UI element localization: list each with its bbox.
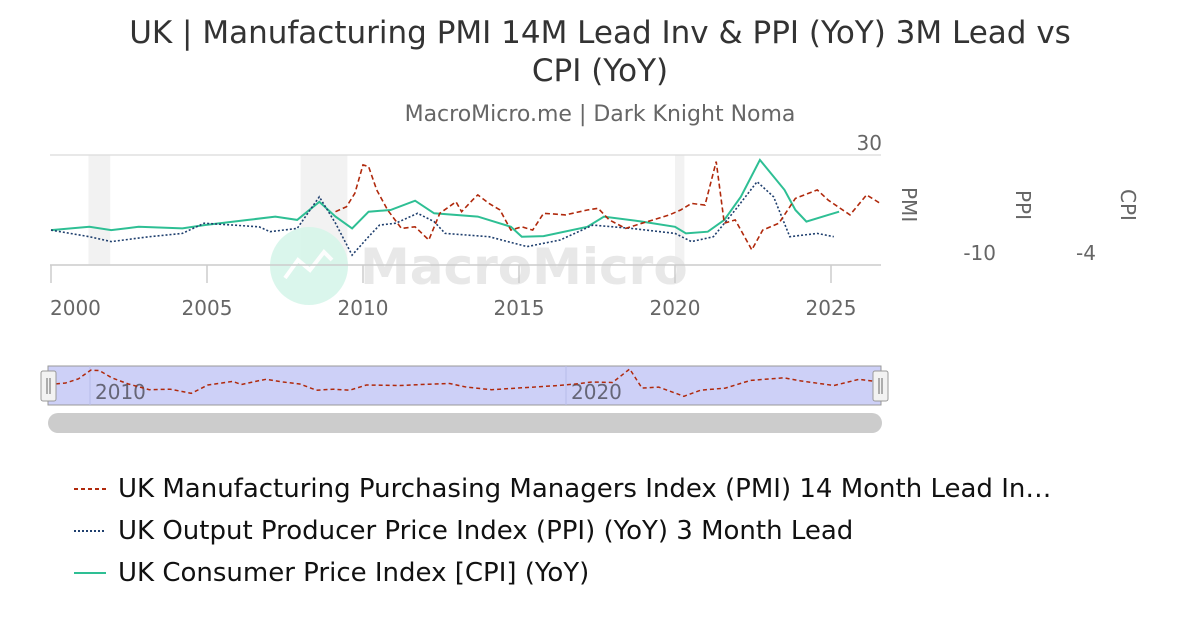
series-line-pmi bbox=[335, 161, 881, 252]
dashed-line-icon bbox=[74, 488, 106, 490]
pmi-axis-tick: 30 bbox=[857, 131, 882, 155]
recession-band bbox=[88, 155, 111, 265]
legend-item-cpi[interactable]: UK Consumer Price Index [CPI] (YoY) bbox=[74, 552, 1051, 594]
watermark-logo: MacroMicro bbox=[270, 227, 688, 305]
navigator[interactable]: 2010 2020 bbox=[40, 365, 889, 433]
x-tick-label: 2000 bbox=[50, 296, 101, 320]
navigator-handle-left[interactable] bbox=[40, 370, 57, 402]
navigator-series-line bbox=[48, 367, 881, 398]
navigator-label-2020: 2020 bbox=[571, 380, 622, 404]
x-tick-label: 2025 bbox=[806, 296, 857, 320]
x-tick-label: 2005 bbox=[182, 296, 233, 320]
chart-subtitle: MacroMicro.me | Dark Knight Noma bbox=[404, 102, 796, 127]
pmi-axis-label: PMI bbox=[897, 187, 921, 222]
scrollbar[interactable] bbox=[48, 413, 882, 433]
legend-item-pmi[interactable]: UK Manufacturing Purchasing Managers Ind… bbox=[74, 468, 1051, 510]
cpi-axis-tick: -4 bbox=[1076, 241, 1096, 265]
watermark-text: MacroMicro bbox=[360, 238, 688, 296]
x-tick-label: 2020 bbox=[650, 296, 701, 320]
series-lines bbox=[50, 158, 881, 257]
watermark-circle-icon bbox=[270, 227, 348, 305]
solid-line-icon bbox=[74, 572, 106, 574]
legend-label: UK Output Producer Price Index (PPI) (Yo… bbox=[118, 516, 854, 546]
legend-item-ppi[interactable]: UK Output Producer Price Index (PPI) (Yo… bbox=[74, 510, 1051, 552]
series-line-ppi bbox=[50, 180, 834, 257]
x-tick-label: 2015 bbox=[494, 296, 545, 320]
title-line-2: CPI (YoY) bbox=[531, 53, 669, 89]
series-line-cpi bbox=[50, 158, 840, 238]
chart-title: UK | Manufacturing PMI 14M Lead Inv & PP… bbox=[0, 14, 1200, 90]
x-tick-label: 2010 bbox=[338, 296, 389, 320]
cpi-axis-label: CPI bbox=[1116, 189, 1140, 221]
watermark-chart-icon bbox=[283, 248, 334, 280]
navigator-selection[interactable] bbox=[47, 365, 882, 406]
legend-label: UK Manufacturing Purchasing Managers Ind… bbox=[118, 474, 1052, 504]
ppi-axis-tick: -10 bbox=[963, 241, 996, 265]
ppi-axis-label: PPI bbox=[1011, 190, 1035, 220]
title-line-1: UK | Manufacturing PMI 14M Lead Inv & PP… bbox=[129, 15, 1071, 51]
legend: UK Manufacturing Purchasing Managers Ind… bbox=[74, 468, 1051, 594]
legend-label: UK Consumer Price Index [CPI] (YoY) bbox=[118, 558, 590, 588]
navigator-label-2010: 2010 bbox=[95, 380, 146, 404]
navigator-handle-right[interactable] bbox=[872, 370, 889, 402]
dotted-line-icon bbox=[74, 530, 106, 532]
x-axis-ticks: 2000 2005 2010 2015 2020 2025 bbox=[50, 265, 856, 320]
